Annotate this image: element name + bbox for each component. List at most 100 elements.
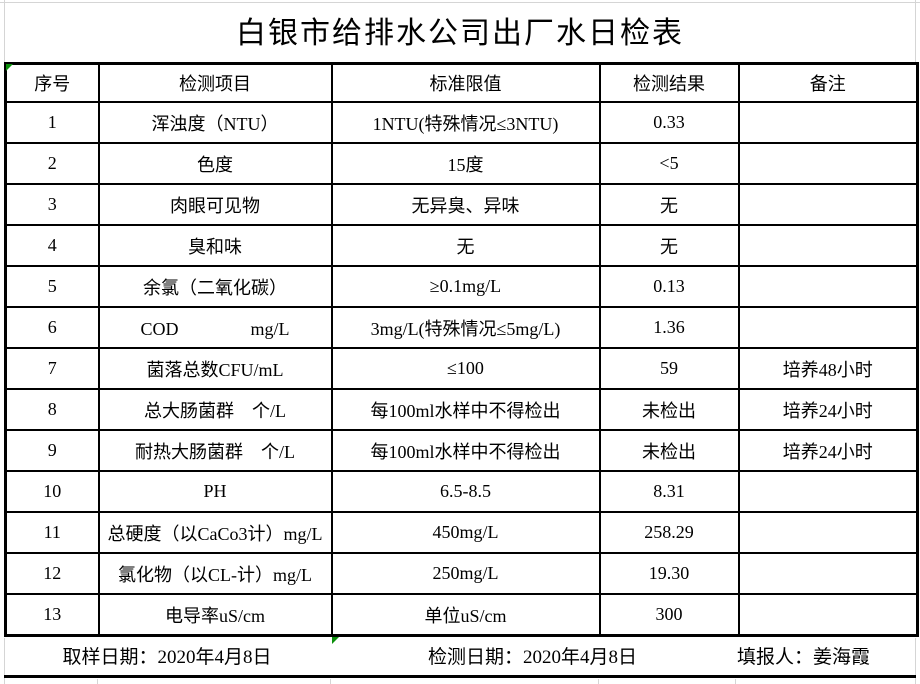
table-row: 5 余氯（二氧化碳） ≥0.1mg/L 0.13 xyxy=(4,265,919,308)
grid-line xyxy=(598,679,599,684)
test-date[interactable]: 检测日期：2020年4月8日 xyxy=(427,646,637,668)
grid-line xyxy=(915,0,916,62)
grid-line xyxy=(4,0,5,62)
sampling-date[interactable]: 取样日期：2020年4月8日 xyxy=(62,646,272,668)
cell-no[interactable]: 1 xyxy=(4,101,100,144)
cell-no[interactable]: 8 xyxy=(4,388,100,431)
cell-result[interactable]: <5 xyxy=(598,142,740,185)
cell-result[interactable]: 0.33 xyxy=(598,101,740,144)
cell-limit[interactable]: ≥0.1mg/L xyxy=(330,265,601,308)
cell-limit[interactable]: 250mg/L xyxy=(330,552,601,595)
cell-limit[interactable]: 每100ml水样中不得检出 xyxy=(330,429,601,472)
cell-no[interactable]: 9 xyxy=(4,429,100,472)
cell-result[interactable]: 258.29 xyxy=(598,511,740,554)
cell-limit[interactable]: 6.5-8.5 xyxy=(330,470,601,513)
table-row: 6 COD mg/L 3mg/L(特殊情况≤5mg/L) 1.36 xyxy=(4,306,919,349)
cell-note[interactable] xyxy=(737,470,919,513)
table-row: 4 臭和味无无 xyxy=(4,224,919,267)
cell-no[interactable]: 10 xyxy=(4,470,100,513)
cell-result[interactable]: 0.13 xyxy=(598,265,740,308)
cell-item[interactable]: 总大肠菌群 个/L xyxy=(97,388,333,431)
inspection-table: 序号 检测项目 标准限值 检测结果 备注 1 浑浊度（NTU） 1NTU(特殊情况≤… xyxy=(4,62,919,637)
table-body: 1 浑浊度（NTU） 1NTU(特殊情况≤3NTU) 0.33 2 色度 15度 <5 3 肉眼可… xyxy=(4,101,919,637)
header-cell-note[interactable]: 备注 xyxy=(737,62,919,103)
cell-item[interactable]: PH xyxy=(97,470,333,513)
table-row: 2 色度 15度 <5 xyxy=(4,142,919,185)
cell-note[interactable]: 培养24小时 xyxy=(737,388,919,431)
cell-result[interactable]: 未检出 xyxy=(598,429,740,472)
cell-indicator-icon xyxy=(332,637,339,644)
table-row: 10 PH 6.5-8.5 8.31 xyxy=(4,470,919,513)
cell-note[interactable] xyxy=(737,306,919,349)
cell-item[interactable]: 肉眼可见物 xyxy=(97,183,333,226)
cell-no[interactable]: 12 xyxy=(4,552,100,595)
grid-line xyxy=(0,2,920,3)
cell-no[interactable]: 4 xyxy=(4,224,100,267)
header-cell-result[interactable]: 检测结果 xyxy=(598,62,740,103)
cell-limit[interactable]: 单位uS/cm xyxy=(330,593,601,637)
grid-line xyxy=(330,679,331,684)
cell-item[interactable]: 氯化物（以CL-计）mg/L xyxy=(97,552,333,595)
cell-note[interactable] xyxy=(737,552,919,595)
cell-result[interactable]: 8.31 xyxy=(598,470,740,513)
cell-limit[interactable]: 450mg/L xyxy=(330,511,601,554)
cell-item[interactable]: 余氯（二氧化碳） xyxy=(97,265,333,308)
table-row: 1 浑浊度（NTU） 1NTU(特殊情况≤3NTU) 0.33 xyxy=(4,101,919,144)
cell-no[interactable]: 2 xyxy=(4,142,100,185)
cell-no[interactable]: 11 xyxy=(4,511,100,554)
cell-note[interactable] xyxy=(737,224,919,267)
cell-item[interactable]: COD mg/L xyxy=(97,306,333,349)
cell-result[interactable]: 300 xyxy=(598,593,740,637)
cell-no[interactable]: 7 xyxy=(4,347,100,390)
reporter[interactable]: 填报人：姜海霞 xyxy=(737,646,871,668)
cell-item[interactable]: 电导率uS/cm xyxy=(97,593,333,637)
cell-indicator-icon xyxy=(6,64,13,71)
cell-no[interactable]: 13 xyxy=(4,593,100,637)
grid-line xyxy=(735,679,736,684)
cell-result[interactable]: 19.30 xyxy=(598,552,740,595)
cell-limit[interactable]: ≤100 xyxy=(330,347,601,390)
cell-note[interactable] xyxy=(737,183,919,226)
cell-item[interactable]: 菌落总数CFU/mL xyxy=(97,347,333,390)
cell-item[interactable]: 总硬度（以CaCo3计）mg/L xyxy=(97,511,333,554)
cell-item[interactable]: 色度 xyxy=(97,142,333,185)
grid-line xyxy=(4,638,5,684)
table-row: 13 电导率uS/cm 单位uS/cm 300 xyxy=(4,593,919,637)
cell-no[interactable]: 5 xyxy=(4,265,100,308)
cell-note[interactable]: 培养24小时 xyxy=(737,429,919,472)
cell-note[interactable] xyxy=(737,265,919,308)
header-cell-item[interactable]: 检测项目 xyxy=(97,62,333,103)
cell-note[interactable]: 培养48小时 xyxy=(737,347,919,390)
cell-note[interactable] xyxy=(737,142,919,185)
table-row: 7 菌落总数CFU/mL ≤100 59 培养48小时 xyxy=(4,347,919,390)
cell-item[interactable]: 耐热大肠菌群 个/L xyxy=(97,429,333,472)
cell-note[interactable] xyxy=(737,511,919,554)
grid-line xyxy=(915,638,916,684)
header-cell-limit[interactable]: 标准限值 xyxy=(330,62,601,103)
table-footer: 取样日期：2020年4月8日 检测日期：2020年4月8日 填报人：姜海霞 xyxy=(4,635,916,678)
cell-item[interactable]: 臭和味 xyxy=(97,224,333,267)
page-title[interactable]: 白银市给排水公司出厂水日检表 xyxy=(236,17,684,50)
table-row: 3 肉眼可见物 无异臭、异味无 xyxy=(4,183,919,226)
cell-limit[interactable]: 1NTU(特殊情况≤3NTU) xyxy=(330,101,601,144)
cell-result[interactable]: 无 xyxy=(598,183,740,226)
cell-limit[interactable]: 每100ml水样中不得检出 xyxy=(330,388,601,431)
cell-note[interactable] xyxy=(737,593,919,637)
header-cell-no[interactable]: 序号 xyxy=(4,62,100,103)
table-row: 9 耐热大肠菌群 个/L 每100ml水样中不得检出 未检出 培养24小时 xyxy=(4,429,919,472)
cell-result[interactable]: 59 xyxy=(598,347,740,390)
cell-result[interactable]: 未检出 xyxy=(598,388,740,431)
cell-limit[interactable]: 无 xyxy=(330,224,601,267)
cell-result[interactable]: 1.36 xyxy=(598,306,740,349)
cell-no[interactable]: 3 xyxy=(4,183,100,226)
cell-result[interactable]: 无 xyxy=(598,224,740,267)
table-row: 8 总大肠菌群 个/L 每100ml水样中不得检出 未检出 培养24小时 xyxy=(4,388,919,431)
cell-limit[interactable]: 无异臭、异味 xyxy=(330,183,601,226)
table-header-row: 序号 检测项目 标准限值 检测结果 备注 xyxy=(4,62,919,103)
table-row: 11 总硬度（以CaCo3计）mg/L 450mg/L 258.29 xyxy=(4,511,919,554)
cell-limit[interactable]: 15度 xyxy=(330,142,601,185)
cell-limit[interactable]: 3mg/L(特殊情况≤5mg/L) xyxy=(330,306,601,349)
cell-no[interactable]: 6 xyxy=(4,306,100,349)
cell-note[interactable] xyxy=(737,101,919,144)
cell-item[interactable]: 浑浊度（NTU） xyxy=(97,101,333,144)
